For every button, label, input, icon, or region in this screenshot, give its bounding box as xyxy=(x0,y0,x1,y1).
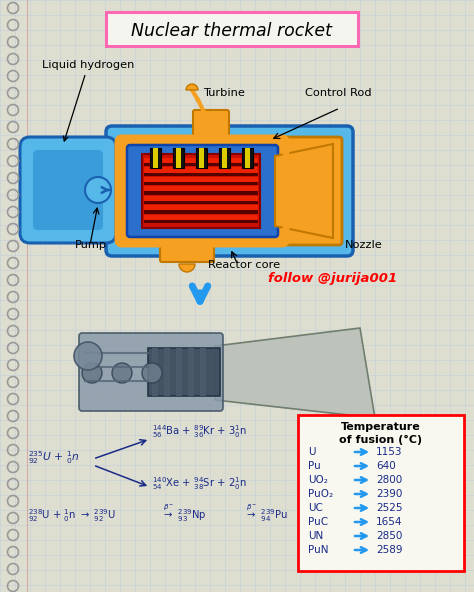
Text: follow @jurija001: follow @jurija001 xyxy=(268,272,397,285)
Polygon shape xyxy=(275,144,333,238)
Bar xyxy=(144,201,258,204)
Text: Nozzle: Nozzle xyxy=(345,240,383,250)
FancyBboxPatch shape xyxy=(33,150,103,230)
Text: 2390: 2390 xyxy=(376,489,402,499)
Text: 1654: 1654 xyxy=(376,517,402,527)
Bar xyxy=(164,348,170,396)
Text: PuN: PuN xyxy=(308,545,328,555)
Bar xyxy=(148,348,220,396)
Bar xyxy=(196,148,207,168)
Bar xyxy=(176,348,182,396)
Bar xyxy=(144,158,258,163)
Bar xyxy=(245,148,250,168)
Bar xyxy=(144,205,258,210)
Text: Nuclear thermal rocket: Nuclear thermal rocket xyxy=(131,22,332,40)
Bar xyxy=(222,148,227,168)
Bar xyxy=(150,148,161,168)
Text: Pu: Pu xyxy=(308,461,321,471)
Bar xyxy=(144,173,258,176)
Bar xyxy=(152,348,158,396)
Text: Pump: Pump xyxy=(75,240,107,250)
Bar xyxy=(144,220,258,223)
FancyBboxPatch shape xyxy=(117,137,342,245)
Bar xyxy=(200,348,206,396)
FancyBboxPatch shape xyxy=(79,333,223,411)
Text: of fusion (°C): of fusion (°C) xyxy=(339,435,422,445)
Text: U: U xyxy=(308,447,316,457)
Text: 2525: 2525 xyxy=(376,503,402,513)
Text: 640: 640 xyxy=(376,461,396,471)
Text: Temperature: Temperature xyxy=(341,422,421,432)
Circle shape xyxy=(85,177,111,203)
FancyBboxPatch shape xyxy=(106,12,358,46)
Circle shape xyxy=(142,363,162,383)
Circle shape xyxy=(82,363,102,383)
Text: $^{140}_{54}$Xe + $^{94}_{38}$Sr + 2$^{1}_{0}$n: $^{140}_{54}$Xe + $^{94}_{38}$Sr + 2$^{1… xyxy=(152,475,247,492)
Bar xyxy=(144,163,258,166)
Text: $\overset{\beta^-}{\rightarrow}$ $^{239}_{94}$Pu: $\overset{\beta^-}{\rightarrow}$ $^{239}… xyxy=(245,502,288,524)
Text: 2850: 2850 xyxy=(376,531,402,541)
Bar xyxy=(144,186,258,191)
Text: $^{144}_{56}$Ba + $^{89}_{36}$Kr + 3$^{1}_{0}$n: $^{144}_{56}$Ba + $^{89}_{36}$Kr + 3$^{1… xyxy=(152,423,247,440)
Circle shape xyxy=(112,363,132,383)
Bar xyxy=(199,148,204,168)
FancyBboxPatch shape xyxy=(298,415,464,571)
Bar xyxy=(153,148,158,168)
Text: 2800: 2800 xyxy=(376,475,402,485)
Wedge shape xyxy=(179,264,195,272)
Text: Control Rod: Control Rod xyxy=(305,88,372,98)
Bar xyxy=(173,148,184,168)
FancyBboxPatch shape xyxy=(127,145,278,237)
Text: $^{235}_{92}$U + $^{1}_{0}$n: $^{235}_{92}$U + $^{1}_{0}$n xyxy=(28,449,79,466)
Bar xyxy=(242,148,253,168)
Text: UC: UC xyxy=(308,503,323,513)
Bar xyxy=(219,148,230,168)
Text: 2589: 2589 xyxy=(376,545,402,555)
Bar xyxy=(144,177,258,182)
Text: $^{238}_{92}$U + $^{1}_{0}$n $\rightarrow$ $^{239}_{92}$U: $^{238}_{92}$U + $^{1}_{0}$n $\rightarro… xyxy=(28,507,116,524)
Bar xyxy=(142,154,260,228)
FancyBboxPatch shape xyxy=(20,137,116,243)
FancyBboxPatch shape xyxy=(160,244,214,262)
Bar xyxy=(144,191,258,195)
Bar xyxy=(144,182,258,185)
Bar xyxy=(144,168,258,173)
Text: UN: UN xyxy=(308,531,323,541)
Bar xyxy=(144,214,258,220)
Text: 1153: 1153 xyxy=(376,447,402,457)
FancyBboxPatch shape xyxy=(193,110,229,136)
FancyBboxPatch shape xyxy=(106,126,353,256)
Text: UO₂: UO₂ xyxy=(308,475,328,485)
Bar xyxy=(176,148,181,168)
Text: $\overset{\beta^-}{\rightarrow}$ $^{239}_{93}$Np: $\overset{\beta^-}{\rightarrow}$ $^{239}… xyxy=(162,502,207,524)
Text: Reactor core: Reactor core xyxy=(208,260,280,270)
Text: Liquid hydrogen: Liquid hydrogen xyxy=(42,60,134,141)
Bar xyxy=(144,210,258,214)
Text: Turbine: Turbine xyxy=(203,88,245,98)
Bar xyxy=(144,196,258,201)
Circle shape xyxy=(74,342,102,370)
Bar xyxy=(188,348,194,396)
Text: PuO₂: PuO₂ xyxy=(308,489,333,499)
Polygon shape xyxy=(215,328,375,418)
Wedge shape xyxy=(186,84,198,90)
Text: PuC: PuC xyxy=(308,517,328,527)
